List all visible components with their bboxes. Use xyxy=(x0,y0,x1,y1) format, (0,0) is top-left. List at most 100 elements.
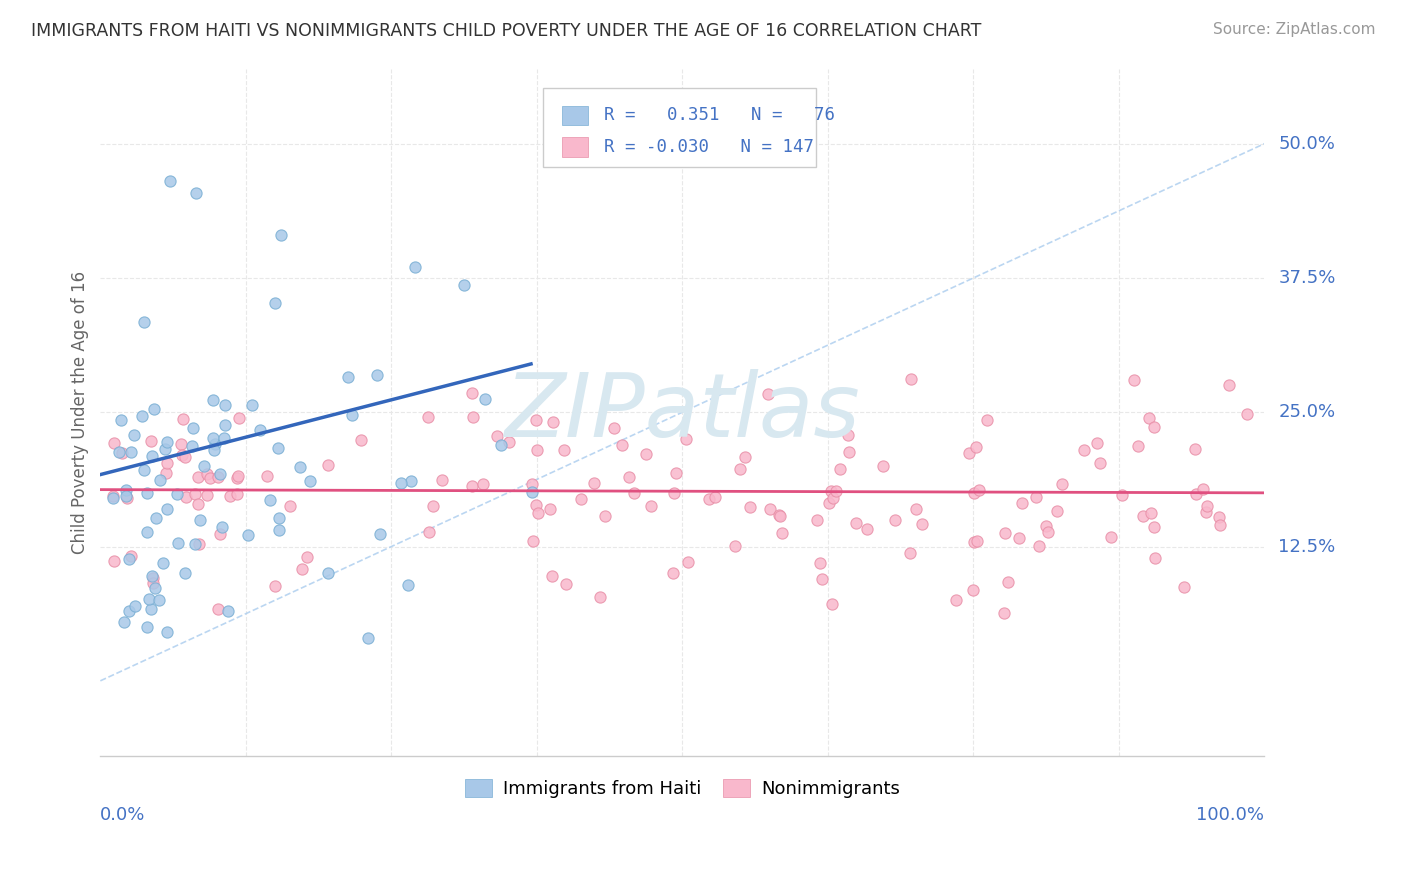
Point xyxy=(118,552,141,566)
Point xyxy=(619,469,641,483)
Point xyxy=(101,491,124,506)
Point xyxy=(583,475,606,490)
Point xyxy=(399,474,422,488)
Point xyxy=(263,296,285,310)
Point xyxy=(1192,482,1215,496)
Point xyxy=(461,479,484,493)
Point xyxy=(195,467,218,482)
Point xyxy=(1132,508,1154,523)
Point xyxy=(225,486,247,500)
Point xyxy=(122,427,145,442)
Point xyxy=(527,506,550,520)
Point xyxy=(1173,580,1195,594)
Point xyxy=(1195,500,1218,514)
Point xyxy=(118,604,141,618)
Point xyxy=(993,606,1015,620)
Point xyxy=(366,368,388,383)
Point xyxy=(697,491,720,506)
Point xyxy=(131,409,153,423)
Point xyxy=(141,569,163,583)
Point xyxy=(1208,510,1230,524)
Point xyxy=(135,524,157,539)
Point xyxy=(114,490,136,504)
Point xyxy=(336,370,359,384)
Point xyxy=(316,566,339,581)
Point xyxy=(226,469,249,483)
Point xyxy=(966,533,988,548)
Point xyxy=(228,410,250,425)
Point xyxy=(538,501,561,516)
Legend: Immigrants from Haiti, Nonimmigrants: Immigrants from Haiti, Nonimmigrants xyxy=(458,772,907,805)
Point xyxy=(1236,408,1258,422)
Point xyxy=(821,597,844,611)
Point xyxy=(295,550,318,565)
Point xyxy=(900,372,922,386)
Point xyxy=(267,441,290,455)
Point xyxy=(1143,520,1166,534)
Point xyxy=(149,473,172,487)
Point xyxy=(820,483,842,498)
Point xyxy=(186,186,208,201)
Point xyxy=(838,445,860,459)
Point xyxy=(188,513,211,527)
Point xyxy=(145,510,167,524)
Point xyxy=(1111,488,1133,502)
Point xyxy=(174,490,197,504)
Point xyxy=(134,315,156,329)
Point xyxy=(589,591,612,605)
Point xyxy=(1140,507,1163,521)
Point xyxy=(634,447,657,461)
Point xyxy=(911,516,934,531)
Point xyxy=(945,592,967,607)
Point xyxy=(845,516,868,531)
Point xyxy=(661,566,683,581)
Point xyxy=(522,534,544,549)
Point xyxy=(117,491,139,505)
Point xyxy=(553,442,575,457)
Point xyxy=(603,421,626,435)
Point xyxy=(555,577,578,591)
Point xyxy=(623,486,645,500)
Point xyxy=(202,443,225,458)
Point xyxy=(1099,530,1122,544)
Point xyxy=(183,537,205,551)
Point xyxy=(734,450,756,464)
Point xyxy=(828,461,851,475)
Point xyxy=(340,408,363,422)
Point xyxy=(156,434,179,449)
Point xyxy=(187,469,209,483)
Point xyxy=(662,486,685,500)
Point xyxy=(808,556,831,570)
Point xyxy=(174,450,197,464)
Point xyxy=(461,409,484,424)
Point xyxy=(898,546,921,560)
Point xyxy=(489,438,512,452)
Point xyxy=(389,475,412,490)
Text: IMMIGRANTS FROM HAITI VS NONIMMIGRANTS CHILD POVERTY UNDER THE AGE OF 16 CORRELA: IMMIGRANTS FROM HAITI VS NONIMMIGRANTS C… xyxy=(31,22,981,40)
Point xyxy=(159,174,181,188)
Point xyxy=(453,277,475,292)
Point xyxy=(872,458,894,473)
Point xyxy=(112,615,135,629)
Point xyxy=(156,456,179,470)
Point xyxy=(152,556,174,570)
Point xyxy=(186,498,208,512)
Point xyxy=(120,549,142,563)
Point xyxy=(498,435,520,450)
Y-axis label: Child Poverty Under the Age of 16: Child Poverty Under the Age of 16 xyxy=(72,270,89,554)
Point xyxy=(134,463,156,477)
Point xyxy=(259,492,281,507)
Point xyxy=(640,500,662,514)
Point xyxy=(817,495,839,509)
Point xyxy=(522,484,544,499)
Point xyxy=(143,581,166,595)
Text: Source: ZipAtlas.com: Source: ZipAtlas.com xyxy=(1212,22,1375,37)
Point xyxy=(675,432,697,446)
Point xyxy=(976,413,998,427)
Point xyxy=(665,467,688,481)
Point xyxy=(207,470,229,484)
Point xyxy=(138,592,160,607)
Bar xyxy=(562,137,588,156)
Point xyxy=(821,491,844,506)
Point xyxy=(837,428,859,442)
